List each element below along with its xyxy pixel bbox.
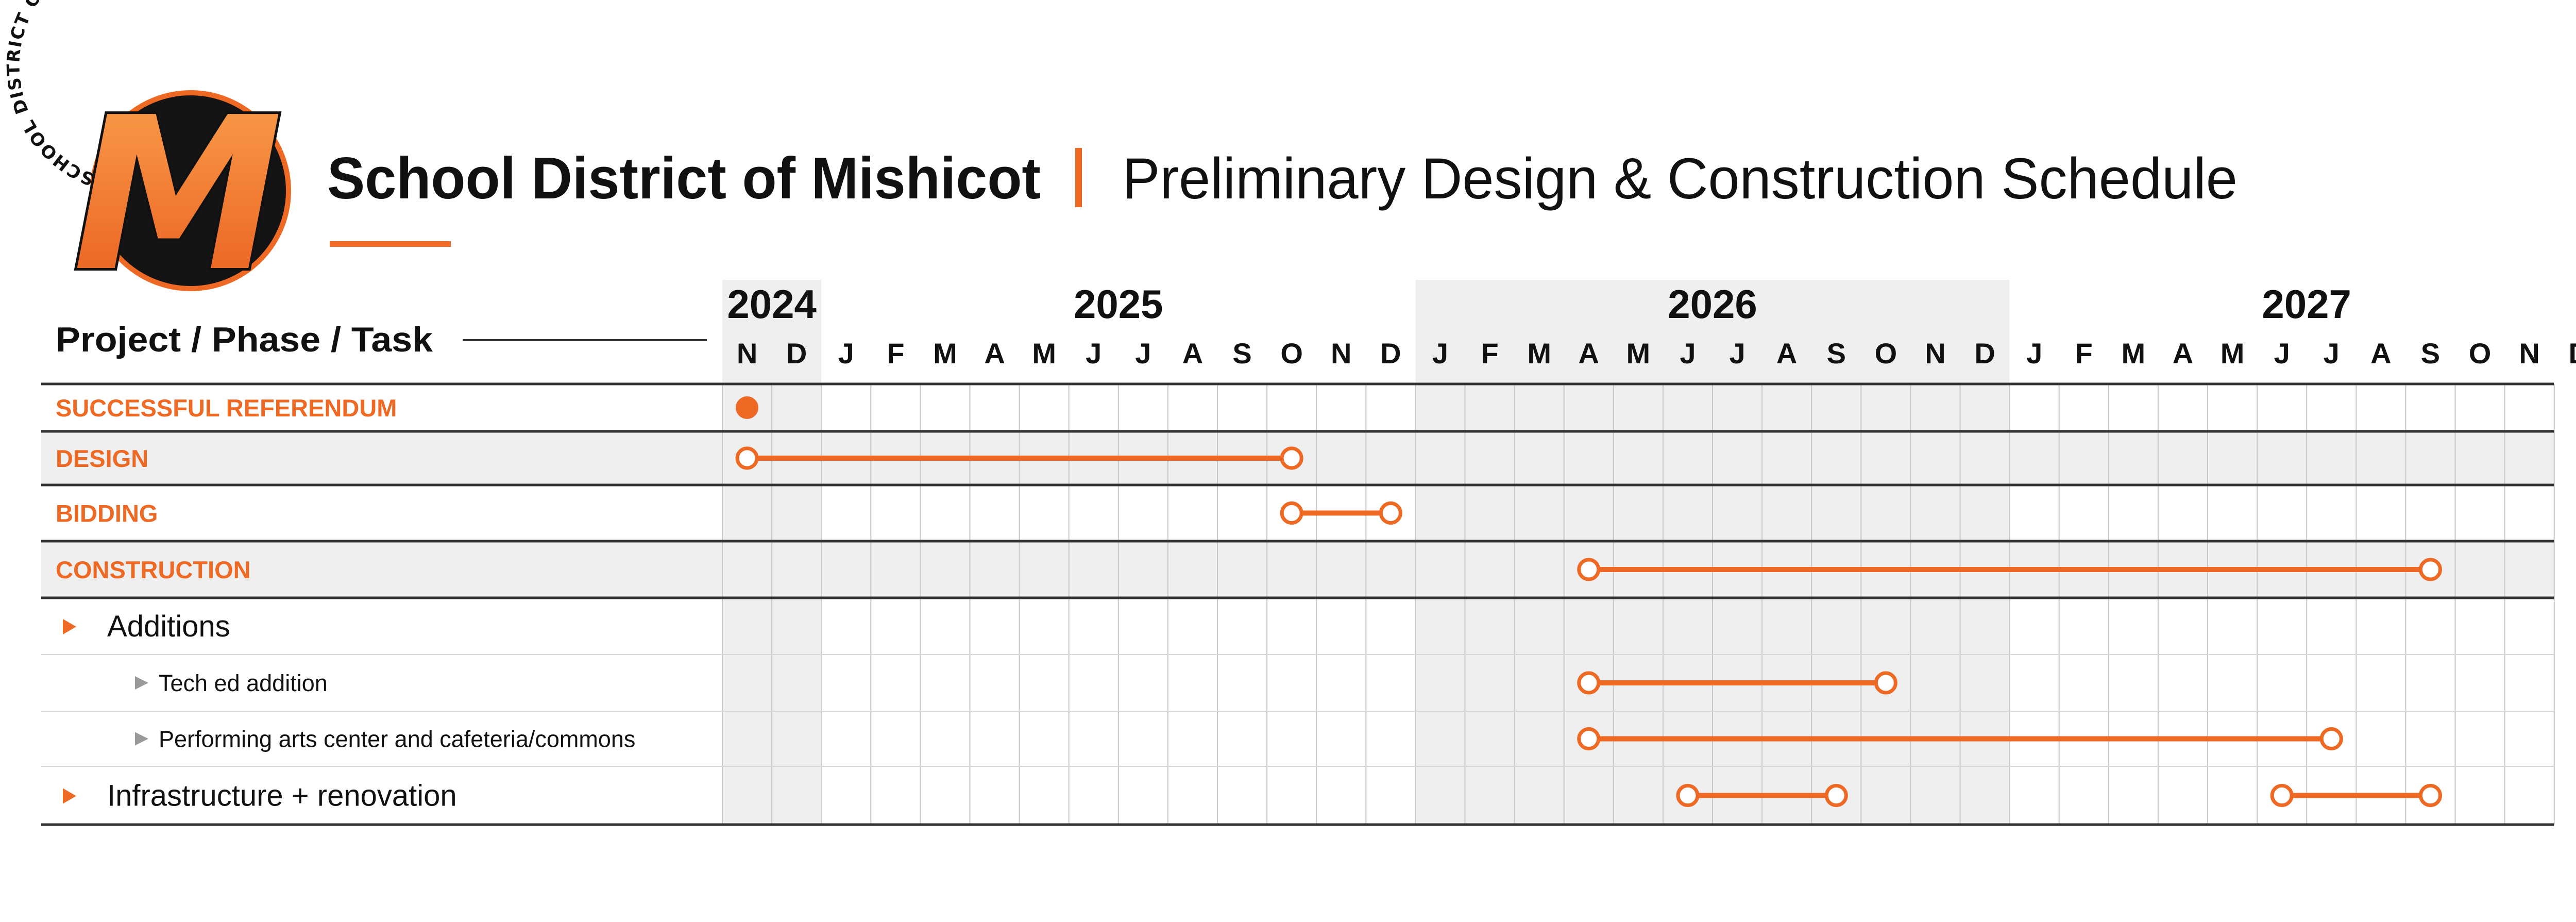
month-label: F (1481, 337, 1498, 370)
month-label: M (2122, 337, 2146, 370)
month-label: J (2026, 337, 2042, 370)
task-bullet-icon (135, 732, 148, 746)
month-label: A (1776, 337, 1797, 370)
month-label: A (984, 337, 1005, 370)
row-label-phase: DESIGN (56, 445, 148, 472)
bar-start-marker (1577, 558, 1601, 581)
month-label: N (737, 337, 757, 370)
logo-letter: M (73, 72, 283, 318)
milestone-marker (736, 396, 759, 419)
month-label: N (2519, 337, 2539, 370)
month-label: A (2370, 337, 2391, 370)
month-label: D (786, 337, 807, 370)
month-label: M (1032, 337, 1056, 370)
bar-end-marker (2418, 558, 2442, 581)
month-label: D (1974, 337, 1995, 370)
month-label: J (838, 337, 854, 370)
month-label: M (1527, 337, 1551, 370)
row-label-project: Additions (107, 610, 230, 643)
month-label: J (2274, 337, 2290, 370)
schedule-title: Preliminary Design & Construction Schedu… (1122, 146, 2238, 211)
month-label: J (1086, 337, 1101, 370)
logo-disc (90, 90, 291, 291)
row-label-task: Performing arts center and cafeteria/com… (159, 726, 635, 752)
column-header: Project / Phase / Task (56, 320, 433, 359)
row-label-phase: CONSTRUCTION (56, 556, 251, 583)
month-label: F (2075, 337, 2093, 370)
month-label: F (887, 337, 904, 370)
year-labels: 2024 2025 2026 2027 (727, 281, 2351, 327)
month-label: J (1729, 337, 1745, 370)
month-label: J (1680, 337, 1696, 370)
month-label: A (1579, 337, 1599, 370)
year-label: 2026 (1668, 281, 1757, 327)
month-label: N (1925, 337, 1945, 370)
schedule-bars (735, 396, 2442, 807)
bar-start-marker (1577, 727, 1601, 750)
month-label: M (1626, 337, 1651, 370)
month-label: N (1331, 337, 1351, 370)
bar-start-marker (2270, 784, 2294, 807)
district-logo: SCHOOL DISTRICT OF MISHICOT M (3, 0, 291, 321)
title-separator (1075, 148, 1082, 207)
month-label: O (1875, 337, 1897, 370)
month-label: O (2469, 337, 2492, 370)
month-label: A (1182, 337, 1203, 370)
bar-start-marker (735, 446, 759, 470)
row-rules (41, 382, 2554, 826)
month-label: J (1432, 337, 1448, 370)
expand-arrow-icon[interactable] (63, 619, 76, 634)
month-label: D (1380, 337, 1401, 370)
bar-end-marker (1379, 501, 1402, 525)
bar-start-marker (1577, 671, 1601, 695)
title-underline (330, 241, 451, 247)
month-label: O (1280, 337, 1303, 370)
row-label-phase: SUCCESSFUL REFERENDUM (56, 394, 397, 422)
month-label: J (2324, 337, 2340, 370)
month-label: S (1232, 337, 1251, 370)
row-labels: SUCCESSFUL REFERENDUM DESIGN BIDDING CONSTR… (56, 394, 635, 813)
year-label: 2027 (2262, 281, 2351, 327)
row-label-task: Tech ed addition (159, 670, 328, 696)
row-label-project: Infrastructure + renovation (107, 779, 457, 813)
year-label: 2024 (727, 281, 817, 327)
month-label: M (2221, 337, 2245, 370)
bar-start-marker (1280, 501, 1303, 525)
month-label: M (933, 337, 957, 370)
expand-arrow-icon[interactable] (63, 788, 76, 804)
bar-end-marker (1824, 784, 1848, 807)
bar-end-marker (1874, 671, 1897, 695)
bar-end-marker (2319, 727, 2343, 750)
month-label: J (1135, 337, 1151, 370)
month-label: D (2569, 337, 2576, 370)
org-title: School District of Mishicot (327, 146, 1041, 211)
task-bullet-icon (135, 676, 148, 690)
year-label: 2025 (1074, 281, 1163, 327)
bar-end-marker (1280, 446, 1303, 470)
month-label: A (2173, 337, 2193, 370)
month-label: S (1827, 337, 1846, 370)
month-labels: NDJFMAMJJASONDJFMAMJJASONDJFMAMJJASOND (737, 337, 2576, 370)
bar-end-marker (2418, 784, 2442, 807)
row-label-phase: BIDDING (56, 500, 158, 527)
bar-start-marker (1676, 784, 1700, 807)
month-label: S (2421, 337, 2440, 370)
